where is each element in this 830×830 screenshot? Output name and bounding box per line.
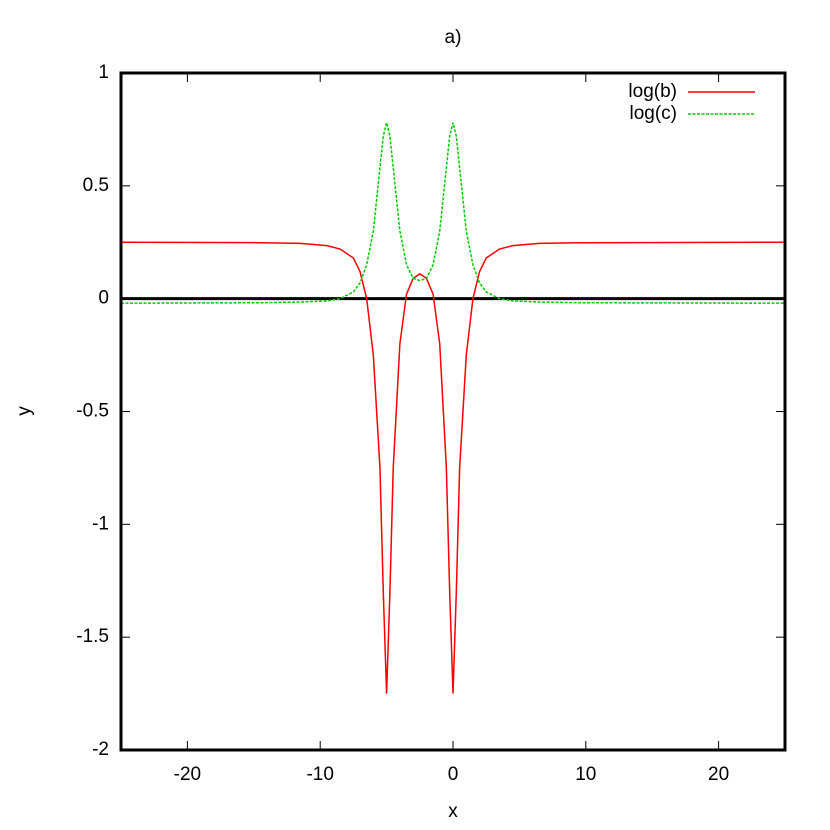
legend-label: log(c): [629, 103, 677, 124]
y-axis-label: y: [14, 406, 35, 416]
x-tick-label: -20: [174, 764, 201, 785]
y-tick-label: -1.5: [76, 626, 109, 647]
x-axis-label: x: [448, 801, 458, 822]
series-line: [120, 122, 786, 304]
plot-frame: [119, 71, 787, 752]
y-tick-label: -1: [92, 513, 109, 534]
x-tick-label: -10: [306, 764, 333, 785]
x-tick-label: 10: [575, 764, 596, 785]
y-tick-label: -2: [92, 739, 109, 760]
x-tick-label: 20: [708, 764, 729, 785]
y-tick-label: 1: [98, 62, 109, 83]
chart-title: a): [445, 27, 462, 48]
x-tick-label: 0: [448, 764, 459, 785]
legend-label: log(b): [628, 81, 677, 102]
y-tick-label: 0.5: [83, 175, 109, 196]
y-tick-label: -0.5: [76, 401, 109, 422]
y-tick-label: 0: [98, 288, 109, 309]
series-line: [120, 241, 786, 694]
